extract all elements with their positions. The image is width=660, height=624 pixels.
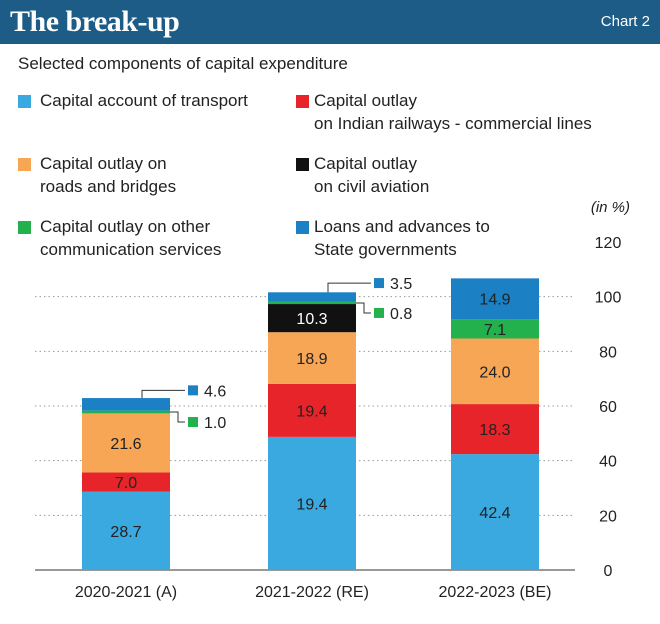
data-label: 18.3 — [479, 422, 510, 439]
x-tick-label: 2020-2021 (A) — [75, 584, 177, 601]
legend-label-railways: Capital outlay on Indian railways - comm… — [314, 89, 592, 135]
legend-label-aviation: Capital outlay on civil aviation — [314, 152, 429, 198]
legend-swatch-transport — [18, 95, 31, 108]
data-label: 10.3 — [296, 311, 327, 328]
data-label: 4.6 — [204, 383, 226, 400]
bar-segment — [268, 292, 356, 302]
y-tick-label: 0 — [604, 563, 613, 580]
bar-segment — [451, 319, 539, 339]
callout-line — [141, 389, 185, 399]
callout-swatch — [188, 385, 198, 396]
data-label: 24.0 — [479, 364, 510, 381]
callout-line — [170, 411, 185, 423]
legend-text: Capital outlay — [314, 91, 418, 110]
bar-segment — [82, 410, 170, 414]
data-label: 7.1 — [484, 322, 506, 339]
legend-text: Loans and advances to — [314, 217, 490, 236]
legend-text: Capital outlay on — [40, 154, 167, 173]
bar-segment — [82, 491, 170, 570]
callout-swatch — [374, 307, 384, 318]
legend-swatch-communication — [18, 221, 31, 234]
data-label: 3.5 — [390, 276, 412, 293]
data-label: 21.6 — [110, 436, 141, 453]
bar-segment — [268, 301, 356, 305]
data-label: 19.4 — [296, 496, 327, 513]
x-tick-label: 2021-2022 (RE) — [255, 584, 369, 601]
legend-label-communication: Capital outlay on other communication se… — [40, 215, 221, 261]
legend-text: on Indian railways - commercial lines — [314, 114, 592, 133]
legend-text: communication services — [40, 240, 222, 259]
legend-label-loans: Loans and advances to State governments — [314, 215, 490, 261]
legend-text: Capital account of transport — [40, 91, 248, 110]
data-label: 42.4 — [479, 505, 510, 522]
legend-swatch-railways — [296, 95, 309, 108]
legend-label-roads: Capital outlay on roads and bridges — [40, 152, 176, 198]
y-tick-label: 60 — [599, 399, 617, 416]
chart-number: Chart 2 — [600, 13, 650, 30]
data-label: 7.0 — [115, 475, 137, 492]
legend-swatch-aviation — [296, 158, 309, 171]
legend-text: on civil aviation — [314, 177, 430, 196]
y-tick-label: 80 — [599, 344, 617, 361]
data-label: 19.4 — [296, 403, 327, 420]
chart-title: The break-up — [10, 5, 180, 38]
bar-segment — [82, 472, 170, 492]
y-tick-label: 120 — [595, 235, 622, 252]
bar-segment — [451, 278, 539, 320]
data-label: 18.9 — [296, 351, 327, 368]
legend-text: Capital outlay on other — [40, 217, 211, 236]
bar-segment — [268, 332, 356, 384]
legend-text: State governments — [314, 240, 457, 259]
bar-segment — [451, 338, 539, 405]
unit-label: (in %) — [590, 199, 630, 216]
callout-swatch — [188, 417, 198, 428]
legend: Capital account of transport Capital out… — [0, 0, 660, 270]
data-label: 1.0 — [204, 415, 226, 432]
data-label: 0.8 — [390, 306, 412, 323]
bar-segment — [451, 404, 539, 455]
bar-segment — [451, 454, 539, 570]
bar-segment — [268, 304, 356, 333]
legend-swatch-roads — [18, 158, 31, 171]
callout-line — [356, 302, 371, 314]
x-tick-label: 2022-2023 (BE) — [439, 584, 552, 601]
y-tick-label: 20 — [599, 508, 617, 525]
title-bar: The break-up Chart 2 — [0, 0, 660, 44]
legend-text: roads and bridges — [40, 177, 177, 196]
y-tick-label: 40 — [599, 454, 617, 471]
legend-swatch-loans — [296, 221, 309, 234]
bar-segment — [268, 383, 356, 437]
y-tick-label: 100 — [595, 290, 622, 307]
data-label: 14.9 — [479, 292, 510, 309]
legend-label-transport: Capital account of transport — [40, 89, 248, 112]
callout-swatch — [374, 278, 384, 289]
bar-segment — [268, 436, 356, 570]
chart-subtitle: Selected components of capital expenditu… — [18, 54, 348, 73]
data-label: 28.7 — [110, 524, 141, 541]
legend-text: Capital outlay — [314, 154, 418, 173]
bar-segment — [82, 413, 170, 473]
callout-line — [327, 282, 371, 293]
bar-segment — [82, 398, 170, 411]
